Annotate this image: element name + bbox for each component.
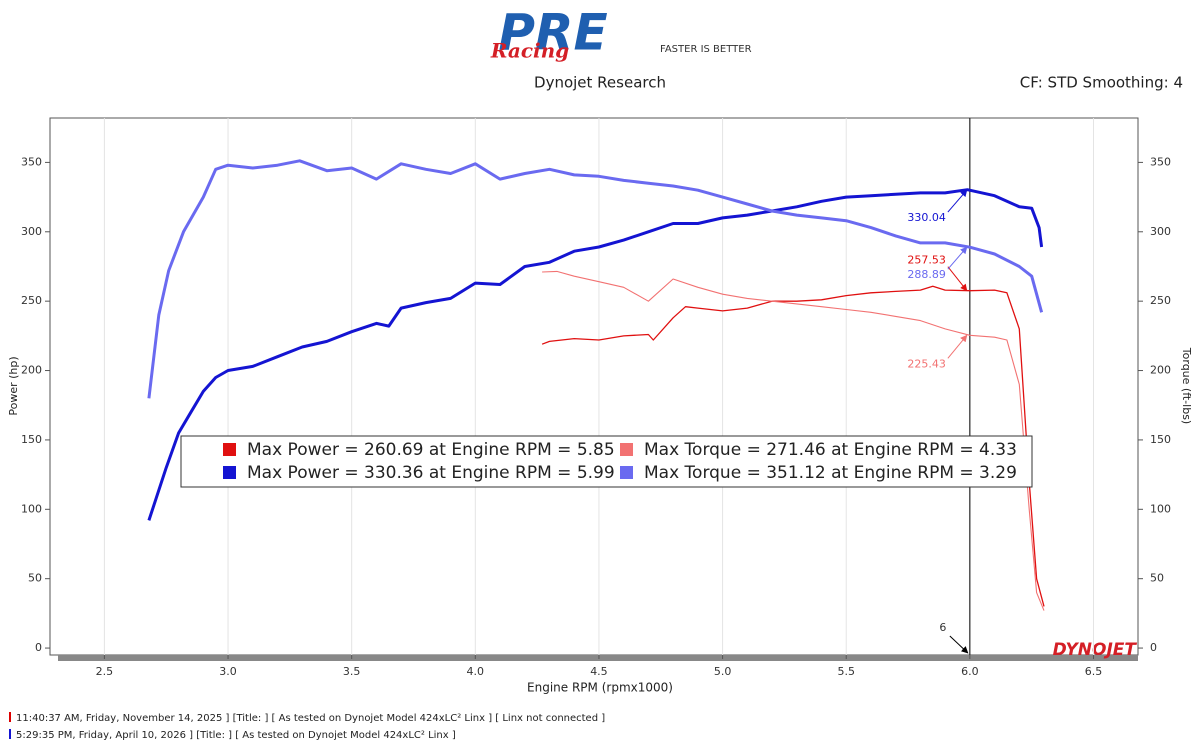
legend-box <box>180 435 1033 488</box>
series-line <box>147 159 1044 399</box>
plot-frame <box>49 117 1139 656</box>
legend-swatch <box>223 466 236 479</box>
y2-tick-label: 300 <box>1150 225 1171 238</box>
cursor-label: 6 <box>939 621 946 634</box>
chart-subtitle: CF: STD Smoothing: 4 <box>1020 74 1183 92</box>
y2-tick-label: 350 <box>1150 155 1171 168</box>
chart-title: Dynojet Research <box>534 74 666 92</box>
run-info: 5:29:35 PM, Friday, April 10, 2026 ] [Ti… <box>16 730 456 741</box>
y-tick-label: 100 <box>21 502 42 515</box>
legend-label: Max Power = 260.69 at Engine RPM = 5.85 <box>247 440 615 460</box>
y-tick-label: 350 <box>21 155 42 168</box>
y-tick-label: 250 <box>21 294 42 307</box>
series-line <box>147 188 1044 521</box>
y2-tick-label: 100 <box>1150 502 1171 515</box>
x-tick-label: 2.5 <box>96 665 114 678</box>
x-tick-label: 3.0 <box>219 665 237 678</box>
cursor-readout: 288.89 <box>907 268 946 281</box>
run-info: 11:40:37 AM, Friday, November 14, 2025 ]… <box>16 713 605 724</box>
y-tick-label: 200 <box>21 364 42 377</box>
cursor-readout-arrow <box>947 266 968 292</box>
y2-tick-label: 200 <box>1150 364 1171 377</box>
y-tick-label: 300 <box>21 225 42 238</box>
series-line <box>542 270 1045 611</box>
y2-axis-label: Torque (ft-lbs) <box>1180 347 1193 424</box>
legend-swatch <box>223 443 236 456</box>
cursor-readout-arrow <box>947 334 968 359</box>
brand-mark: DYNOJET <box>1053 640 1138 660</box>
cursor-arrow <box>949 635 969 654</box>
cursor-readout-arrow <box>947 246 968 270</box>
x-tick-label: 6.0 <box>961 665 979 678</box>
cursor-readout: 225.43 <box>907 357 946 370</box>
legend-swatch <box>620 466 633 479</box>
legend-swatch <box>620 443 633 456</box>
y-tick-label: 150 <box>21 433 42 446</box>
y2-tick-label: 150 <box>1150 433 1171 446</box>
y2-tick-label: 0 <box>1150 641 1157 654</box>
legend-label: Max Torque = 351.12 at Engine RPM = 3.29 <box>644 463 1017 483</box>
y2-tick-label: 250 <box>1150 294 1171 307</box>
x-tick-label: 5.5 <box>837 665 855 678</box>
cursor-readout: 330.04 <box>907 211 946 224</box>
y-tick-label: 50 <box>28 572 42 585</box>
axis-bar <box>58 655 1138 661</box>
logo-brand: PRE <box>498 4 607 62</box>
x-tick-label: 6.5 <box>1085 665 1103 678</box>
x-tick-label: 3.5 <box>343 665 361 678</box>
logo-tagline: FASTER IS BETTER <box>660 44 752 55</box>
logo-script: Racing <box>490 39 569 63</box>
y-tick-label: 0 <box>35 641 42 654</box>
x-tick-label: 5.0 <box>714 665 732 678</box>
cursor-readout: 257.53 <box>907 254 946 267</box>
cursor-readout-arrow <box>947 189 968 213</box>
y2-tick-label: 50 <box>1150 572 1164 585</box>
x-tick-label: 4.0 <box>467 665 485 678</box>
x-axis-label: Engine RPM (rpmx1000) <box>527 681 673 695</box>
x-tick-label: 4.5 <box>590 665 608 678</box>
series-line <box>541 285 1045 607</box>
y-axis-label: Power (hp) <box>7 356 20 415</box>
legend-label: Max Power = 330.36 at Engine RPM = 5.99 <box>247 463 615 483</box>
legend-label: Max Torque = 271.46 at Engine RPM = 4.33 <box>644 440 1017 460</box>
